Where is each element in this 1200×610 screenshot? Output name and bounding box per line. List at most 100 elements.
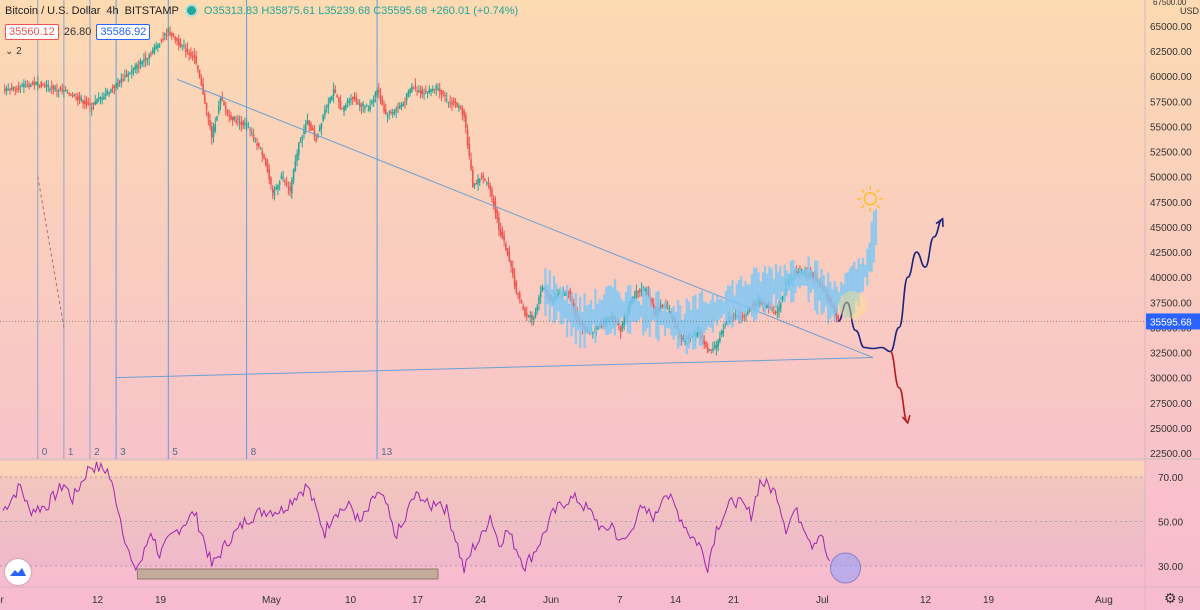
candle-down: [211, 126, 213, 138]
candle-up: [96, 99, 98, 104]
time-tick-label: 14: [670, 595, 682, 606]
price-tick-label: 52500.00: [1150, 148, 1192, 159]
candle-up: [66, 90, 69, 92]
candle-up: [529, 315, 532, 317]
candle-up: [110, 88, 112, 92]
candle-down: [231, 116, 234, 121]
candle-up: [350, 98, 352, 101]
time-axis[interactable]: pr 12 19 May 10 17 24 Jun 7 14 21 Jul 12 19 Aug 9: [0, 595, 1184, 606]
candle-up: [684, 340, 686, 342]
arrow-up-icon: [935, 217, 944, 227]
candle-up: [527, 316, 530, 318]
cycle-label: 3: [120, 447, 126, 458]
candle-down: [174, 36, 177, 41]
price-tick-label: 45000.00: [1150, 223, 1192, 234]
candle-up: [216, 116, 218, 121]
candle-up: [90, 107, 93, 109]
candle-down: [482, 175, 485, 178]
candle-down: [223, 101, 225, 105]
candle-up: [640, 289, 643, 291]
candle-down: [569, 289, 572, 300]
time-tick-label: 12: [92, 595, 104, 606]
candle-up: [30, 84, 32, 88]
candle-up: [372, 98, 375, 103]
time-tick-label: 10: [345, 595, 357, 606]
candle-up: [541, 287, 544, 292]
candle-up: [108, 92, 110, 95]
last-price-badge: [1146, 313, 1200, 330]
candle-down: [43, 85, 46, 88]
cycle-label: 1: [68, 447, 74, 458]
candle-down: [379, 95, 382, 102]
interval-label[interactable]: 4h: [106, 4, 119, 17]
candle-down: [397, 106, 399, 108]
candle-up: [621, 323, 624, 329]
symbol-name[interactable]: Bitcoin / U.S. Dollar: [5, 4, 101, 17]
candle-up: [282, 177, 284, 179]
candle-up: [325, 106, 328, 108]
candle-up: [49, 88, 51, 90]
candle-down: [285, 183, 288, 185]
candle-up: [322, 115, 324, 121]
candle-up: [766, 304, 768, 309]
candle-down: [652, 303, 655, 311]
candle-up: [273, 189, 276, 196]
candle-up: [428, 88, 431, 94]
price-tick-label: 25000.00: [1150, 424, 1192, 435]
candle-up: [139, 61, 142, 65]
candle-down: [355, 97, 358, 102]
candle-up: [388, 111, 391, 113]
currency-label: USD: [1180, 6, 1200, 16]
candle-up: [115, 82, 117, 89]
candle-up: [668, 311, 671, 313]
exchange-label: BITSTAMP: [124, 4, 179, 17]
candle-up: [7, 89, 10, 91]
candle-up: [245, 124, 248, 126]
candle-down: [271, 188, 274, 193]
sell-button[interactable]: 35560.12: [5, 24, 59, 40]
candle-down: [287, 186, 290, 188]
candle-up: [367, 109, 370, 111]
candle-up: [136, 64, 138, 70]
candle-down: [419, 89, 422, 95]
price-tick-label: 60000.00: [1150, 72, 1192, 83]
candle-down: [125, 74, 128, 77]
candle-down: [522, 306, 525, 309]
candle-down: [334, 90, 337, 94]
candle-down: [56, 90, 58, 92]
candle-down: [209, 119, 211, 127]
candle-down: [517, 293, 519, 295]
candle-down: [235, 120, 237, 123]
candle-up: [247, 127, 250, 129]
candle-down: [518, 293, 521, 299]
candle-up: [781, 296, 784, 300]
indicators-toggle[interactable]: ⌄ 2: [5, 46, 22, 57]
candle-up: [391, 112, 394, 114]
candle-down: [310, 123, 312, 131]
candle-up: [364, 107, 366, 109]
cycle-label: 8: [251, 447, 257, 458]
buy-button[interactable]: 35586.92: [96, 24, 151, 40]
candle-up: [324, 109, 326, 116]
candle-up: [771, 310, 773, 312]
candle-down: [252, 134, 255, 139]
candle-down: [144, 57, 147, 61]
candle-up: [344, 104, 347, 110]
candle-down: [50, 85, 53, 88]
candle-down: [9, 89, 11, 91]
sun-ray: [876, 189, 881, 193]
candle-up: [644, 288, 646, 291]
gear-icon[interactable]: ⚙: [1164, 590, 1177, 606]
candle-up: [746, 311, 749, 315]
candle-down: [198, 70, 201, 79]
candle-up: [726, 321, 728, 324]
time-tick-label: 19: [155, 595, 167, 606]
candle-down: [705, 342, 707, 347]
candle-down: [506, 248, 509, 255]
tradingview-logo-icon[interactable]: [5, 559, 31, 585]
candle-up: [430, 89, 432, 92]
candle-up: [12, 86, 15, 89]
candle-down: [87, 102, 90, 104]
